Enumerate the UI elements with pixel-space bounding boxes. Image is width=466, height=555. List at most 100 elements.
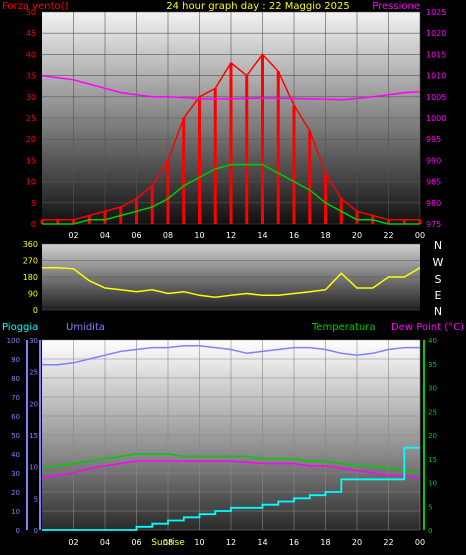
wind-y-tick-label: 0 <box>31 220 36 229</box>
dewpoint-line <box>41 460 421 479</box>
chart-title: 24 hour graph day : 22 Maggio 2025 <box>166 1 349 12</box>
pressure-y-tick-label: 1010 <box>426 72 446 81</box>
wind-y-tick-label: 50 <box>26 8 36 17</box>
rain-x-tick-label: 20 <box>352 538 362 547</box>
pressure-y-tick-label: 1015 <box>426 50 446 59</box>
avg-wind-line <box>42 163 420 225</box>
pressure-y-tick-label: 1005 <box>426 93 446 102</box>
compass-w: W <box>433 256 444 269</box>
tick-labels: 0510152025303540455097598098599099510001… <box>7 8 447 547</box>
wind-y-tick-label: 35 <box>26 72 36 81</box>
wind-y-tick-label: 45 <box>26 29 36 38</box>
pressure-y-tick-label: 1020 <box>426 29 446 38</box>
compass-e: E <box>435 289 442 302</box>
rain-y-tick-label: 10 <box>11 508 20 516</box>
rain-x-tick-label: 16 <box>289 538 299 547</box>
wind-x-tick-label: 06 <box>131 231 141 240</box>
humidity-label: Umidita <box>66 322 105 333</box>
wind-x-tick-label: 04 <box>100 231 110 240</box>
rain-y-tick-label: 20 <box>11 489 20 497</box>
rain-line <box>42 446 420 531</box>
rain-x-tick-label: 18 <box>320 538 330 547</box>
temperature-y-tick-label: 35 <box>428 361 437 369</box>
rain-y-tick-label: 70 <box>11 394 20 402</box>
temperature-y-tick-label: 25 <box>428 408 437 416</box>
rain-y-tick-label: 80 <box>11 375 20 383</box>
wind-y-tick-label: 20 <box>26 135 36 144</box>
data-marks <box>40 53 422 531</box>
compass-n-bottom: N <box>434 305 442 318</box>
wind-x-tick-label: 14 <box>257 231 267 240</box>
wind-y-tick-label: 5 <box>31 199 36 208</box>
humidity-y-tick-label: 0 <box>34 527 38 535</box>
wind-x-tick-label: 22 <box>383 231 393 240</box>
wind-y-tick-label: 25 <box>26 114 36 123</box>
temperature-line <box>41 453 421 474</box>
wind-y-tick-label: 30 <box>26 93 36 102</box>
wind-label: Forza vento() <box>2 1 69 12</box>
rain-y-tick-label: 100 <box>7 337 20 345</box>
pressure-y-tick-label: 990 <box>426 156 441 165</box>
humidity-y-tick-label: 15 <box>29 432 38 440</box>
humidity-y-tick-label: 30 <box>29 337 38 345</box>
rain-y-tick-label: 90 <box>11 356 20 364</box>
wind-y-tick-label: 40 <box>26 50 36 59</box>
humidity-y-tick-label: 25 <box>29 369 38 377</box>
direction-line <box>42 267 421 298</box>
sunrise-label: Sunrise <box>151 538 185 548</box>
wind-x-tick-label: 08 <box>163 231 173 240</box>
temperature-y-tick-label: 10 <box>428 480 437 488</box>
compass-n-top: N <box>434 239 442 252</box>
temperature-y-tick-label: 15 <box>428 456 437 464</box>
wind-x-tick-label: 20 <box>352 231 362 240</box>
temperature-y-tick-label: 40 <box>428 337 437 345</box>
rain-y-tick-label: 30 <box>11 470 20 478</box>
direction-y-tick-label: 360 <box>23 240 38 249</box>
wind-x-tick-label: 02 <box>68 231 78 240</box>
wind-y-tick-label: 15 <box>26 156 36 165</box>
direction-y-tick-label: 180 <box>23 273 38 282</box>
rain-y-tick-label: 60 <box>11 413 20 421</box>
humidity-y-tick-label: 10 <box>29 464 38 472</box>
rain-x-tick-label: 12 <box>226 538 236 547</box>
dewpoint-label: Dew Point (°C) <box>391 322 464 333</box>
pressure-line <box>41 74 421 101</box>
rain-y-tick-label: 50 <box>11 432 20 440</box>
rain-y-tick-label: 0 <box>16 527 20 535</box>
pressure-y-tick-label: 975 <box>426 220 441 229</box>
direction-y-tick-label: 90 <box>28 290 38 299</box>
compass-s: S <box>435 273 442 286</box>
rain-x-tick-label: 08 <box>163 538 173 547</box>
temperature-y-tick-label: 5 <box>428 503 432 511</box>
gust-line <box>42 53 420 221</box>
humidity-y-tick-label: 20 <box>29 400 38 408</box>
temperature-y-tick-label: 0 <box>428 527 432 535</box>
temperature-y-tick-label: 30 <box>428 385 437 393</box>
rain-label: Pioggia <box>2 322 38 333</box>
pressure-y-tick-label: 980 <box>426 199 441 208</box>
rain-x-tick-label: 00 <box>415 538 425 547</box>
pressure-y-tick-label: 1000 <box>426 114 446 123</box>
humidity-line <box>42 344 420 366</box>
rain-x-tick-label: 04 <box>100 538 110 547</box>
humidity-y-tick-label: 5 <box>34 495 38 503</box>
direction-y-tick-label: 270 <box>23 257 38 266</box>
pressure-y-tick-label: 985 <box>426 178 441 187</box>
rain-x-tick-label: 10 <box>194 538 204 547</box>
pressure-y-tick-label: 1025 <box>426 8 446 17</box>
wind-x-tick-label: 00 <box>415 231 425 240</box>
rain-x-tick-label: 06 <box>131 538 141 547</box>
rain-x-tick-label: 14 <box>257 538 267 547</box>
wind-x-tick-label: 16 <box>289 231 299 240</box>
temperature-y-tick-label: 20 <box>428 432 437 440</box>
wind-y-tick-label: 10 <box>26 178 36 187</box>
rain-y-tick-label: 40 <box>11 451 20 459</box>
wind-x-tick-label: 12 <box>226 231 236 240</box>
direction-y-tick-label: 0 <box>33 306 38 315</box>
temperature-label: Temperatura <box>311 322 376 333</box>
wind-x-tick-label: 18 <box>320 231 330 240</box>
wind-x-tick-label: 10 <box>194 231 204 240</box>
pressure-y-tick-label: 995 <box>426 135 441 144</box>
